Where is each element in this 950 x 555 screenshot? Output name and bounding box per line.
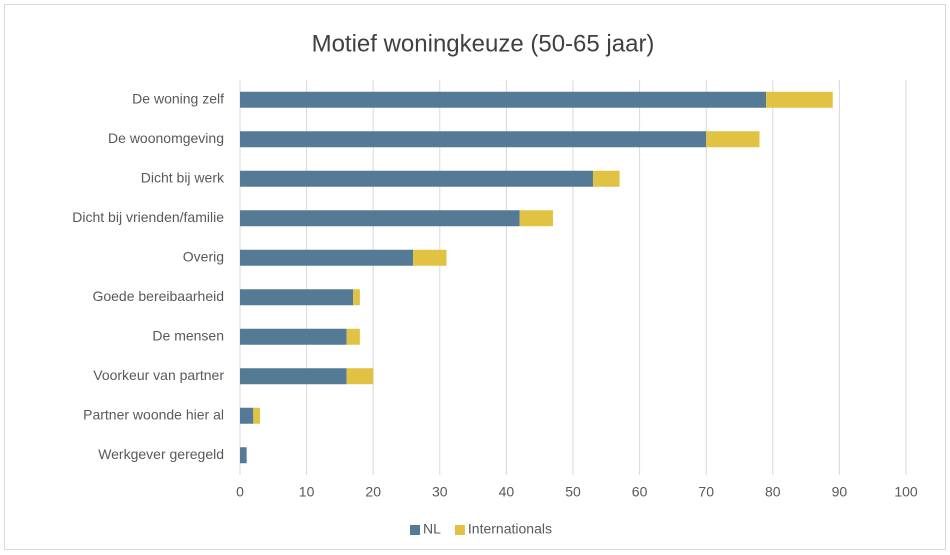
bar-segment: [240, 131, 707, 148]
bar-segment: [592, 170, 620, 187]
bar-segment: [519, 210, 554, 227]
x-tick-label: 100: [894, 484, 918, 500]
bar-segment: [240, 249, 414, 266]
bar-segment: [240, 328, 347, 345]
y-tick-label: Goede bereibaarheid: [92, 288, 224, 304]
bar-segment: [240, 407, 254, 424]
x-tick-label: 40: [499, 484, 515, 500]
bar-segment: [346, 328, 360, 345]
legend-label: NL: [423, 521, 441, 537]
bar-segment: [240, 289, 354, 306]
x-tick-label: 10: [299, 484, 315, 500]
bar-segment: [706, 131, 760, 148]
y-tick-label: De mensen: [152, 327, 224, 343]
x-tick-label: 70: [698, 484, 714, 500]
chart-title: Motief woningkeuze (50-65 jaar): [312, 30, 655, 57]
legend-swatch: [454, 525, 465, 535]
y-tick-label: De woonomgeving: [108, 130, 224, 146]
bar-segment: [240, 368, 347, 385]
bar-segment: [413, 249, 447, 266]
y-tick-label: Dicht bij vrienden/familie: [72, 209, 224, 225]
y-tick-label: Overig: [183, 248, 224, 264]
bar-segment: [240, 91, 767, 108]
x-tick-label: 90: [832, 484, 848, 500]
y-tick-label: Werkgever geregeld: [98, 446, 224, 462]
bar-segment: [766, 91, 833, 108]
bar-segment: [353, 289, 360, 306]
bar-segment: [253, 407, 260, 424]
y-tick-label: Dicht bij werk: [141, 169, 225, 185]
x-tick-label: 60: [632, 484, 648, 500]
legend-label: Internationals: [468, 521, 552, 537]
y-tick-label: Voorkeur van partner: [93, 367, 224, 383]
legend-swatch: [410, 525, 420, 535]
x-tick-label: 80: [765, 484, 781, 500]
x-tick-label: 0: [236, 484, 244, 500]
bar-segment: [240, 447, 247, 464]
bar-segment: [240, 170, 593, 187]
x-tick-label: 50: [565, 484, 581, 500]
x-tick-label: 20: [365, 484, 381, 500]
x-tick-label: 30: [432, 484, 448, 500]
y-tick-label: Partner woonde hier al: [83, 406, 224, 422]
bar-segment: [240, 210, 520, 227]
chart-frame: [4, 4, 946, 550]
y-tick-label: De woning zelf: [132, 90, 224, 106]
bar-segment: [346, 368, 374, 385]
